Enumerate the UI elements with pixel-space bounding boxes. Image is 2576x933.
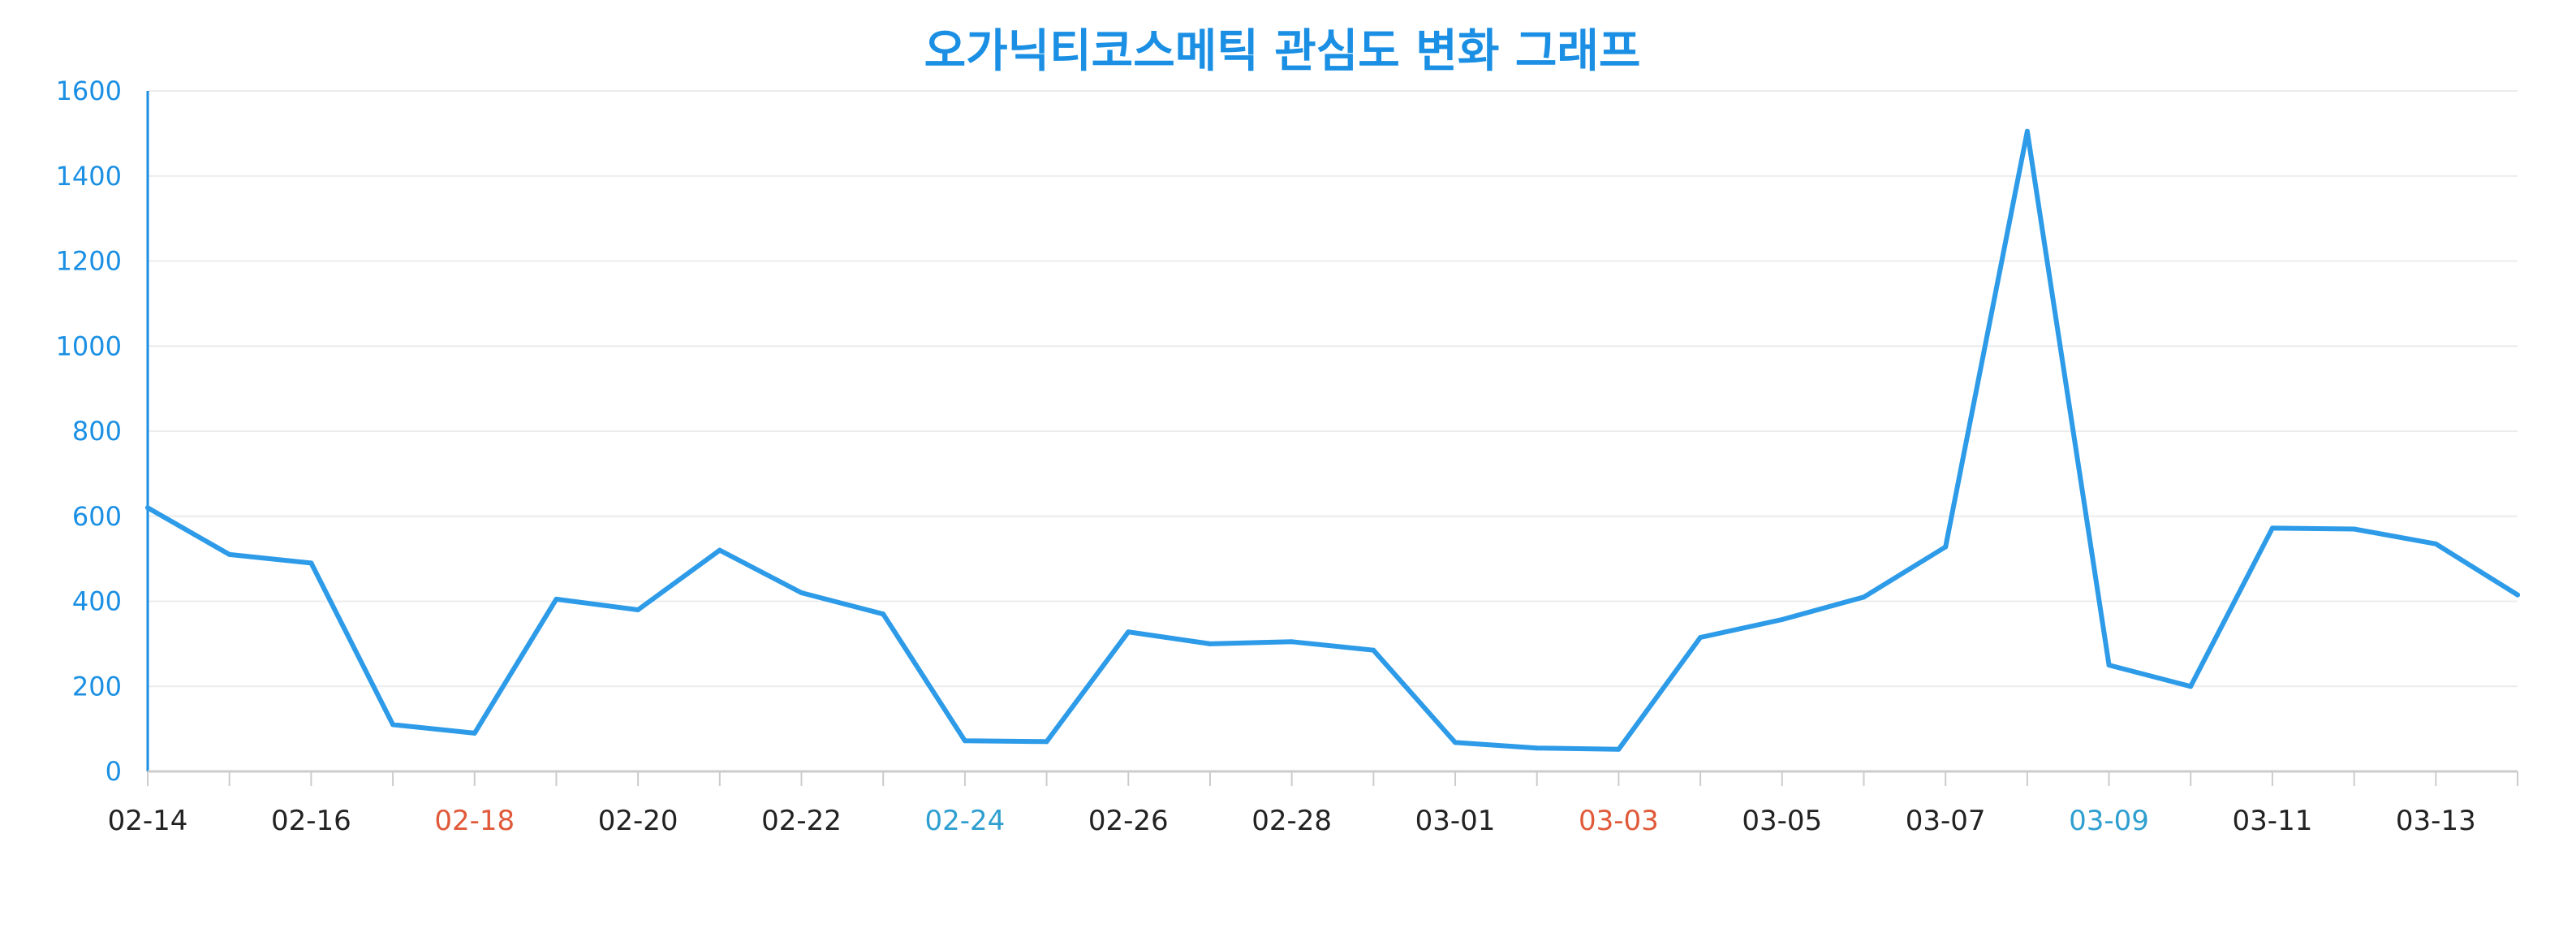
y-tick-label: 400 [72, 586, 122, 617]
data-point [1616, 746, 1622, 752]
x-tick-label: 02-28 [1251, 805, 1332, 837]
data-point [2188, 684, 2194, 689]
chart-title: 오가닉티코스메틱 관심도 변화 그래프 [924, 25, 1641, 78]
x-tick-label: 03-05 [1742, 805, 1822, 837]
data-point [799, 590, 804, 596]
data-point [635, 607, 641, 612]
y-tick-label: 1200 [56, 246, 122, 277]
data-point [1289, 639, 1294, 645]
data-point [881, 611, 886, 617]
x-tick-label: 02-26 [1088, 805, 1169, 837]
data-point [145, 505, 150, 511]
y-tick-label: 1600 [56, 76, 122, 106]
data-point [2433, 541, 2439, 546]
data-point [2515, 592, 2520, 598]
x-tick-label: 02-24 [924, 805, 1005, 837]
data-point [390, 722, 396, 728]
grid-layer [148, 90, 2518, 688]
data-point [2024, 128, 2030, 134]
data-point [1044, 739, 1049, 745]
x-tick-label: 03-07 [1906, 805, 1986, 837]
data-point [1534, 745, 1540, 751]
y-tick-label: 600 [72, 501, 122, 532]
data-point [308, 560, 314, 566]
y-tick-label: 200 [72, 671, 122, 702]
y-tick-label: 1000 [56, 330, 122, 361]
data-point [554, 596, 559, 602]
x-tick-label: 02-16 [271, 805, 351, 837]
x-tick-label: 03-09 [2069, 805, 2149, 837]
x-tick-label: 03-11 [2233, 805, 2313, 837]
data-point [1861, 594, 1867, 600]
x-tick-label: 02-22 [761, 805, 842, 837]
data-point [1779, 617, 1785, 623]
data-point [2351, 526, 2357, 532]
series-layer [145, 128, 2520, 752]
data-point [1453, 740, 1458, 745]
x-tick-label: 02-20 [598, 805, 678, 837]
y-tick-label: 0 [106, 756, 122, 787]
data-point [2269, 525, 2275, 531]
x-tick-label: 03-01 [1415, 805, 1496, 837]
axis-layer [146, 91, 2518, 786]
x-tick-label: 03-13 [2396, 805, 2476, 837]
data-point [472, 730, 477, 736]
series-line [145, 128, 2520, 752]
data-point [717, 547, 722, 553]
x-tick-label: 02-14 [108, 805, 188, 837]
y-tick-layer: 0 200 400 600 800 1000 1200 1400 1600 [56, 76, 122, 787]
data-point [1698, 635, 1704, 641]
data-point [226, 551, 232, 557]
x-tick-label: 02-18 [434, 805, 515, 837]
data-point [2106, 663, 2112, 668]
data-point [962, 738, 967, 744]
y-tick-label: 1400 [56, 161, 122, 192]
data-point [1207, 641, 1213, 646]
y-tick-label: 800 [72, 416, 122, 447]
x-tick-label: 03-03 [1579, 805, 1659, 837]
x-tick-layer: 02-14 02-16 02-18 02-20 02-22 02-24 02-26 02-28… [108, 805, 2476, 837]
data-point [1943, 544, 1949, 550]
data-point [1126, 629, 1131, 635]
data-point [1371, 647, 1376, 653]
